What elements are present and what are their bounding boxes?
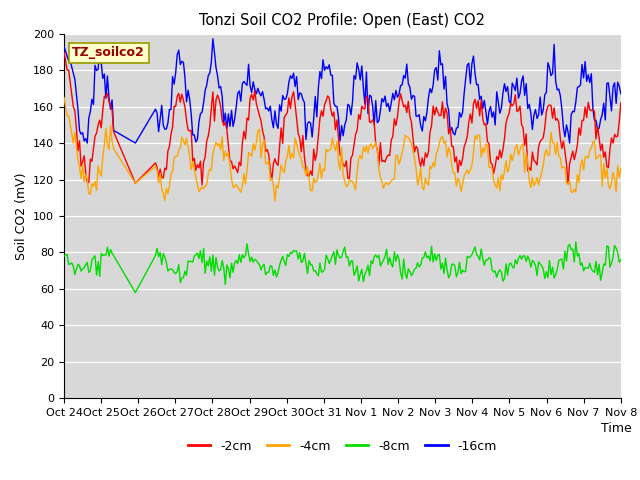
Title: Tonzi Soil CO2 Profile: Open (East) CO2: Tonzi Soil CO2 Profile: Open (East) CO2 <box>200 13 485 28</box>
X-axis label: Time: Time <box>601 422 632 435</box>
Legend: -2cm, -4cm, -8cm, -16cm: -2cm, -4cm, -8cm, -16cm <box>183 435 502 458</box>
Text: TZ_soilco2: TZ_soilco2 <box>72 47 145 60</box>
Y-axis label: Soil CO2 (mV): Soil CO2 (mV) <box>15 172 28 260</box>
